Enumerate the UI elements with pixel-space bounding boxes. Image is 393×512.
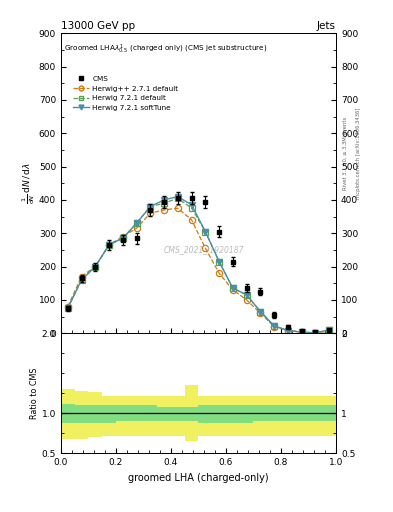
- Y-axis label: $\frac{1}{\mathrm{d}N}\,\mathrm{d}N\,/\,\mathrm{d}\lambda$: $\frac{1}{\mathrm{d}N}\,\mathrm{d}N\,/\,…: [21, 162, 37, 204]
- Herwig 7.2.1 softTune: [189, 202, 194, 208]
- Herwig 7.2.1 default: [93, 264, 97, 270]
- Herwig 7.2.1 default: [120, 235, 125, 241]
- Herwig++ 2.7.1 default: [175, 205, 180, 211]
- Herwig++ 2.7.1 default: [189, 217, 194, 223]
- Herwig 7.2.1 softTune: [93, 264, 97, 270]
- Herwig 7.2.1 softTune: [175, 194, 180, 200]
- Herwig++ 2.7.1 default: [203, 245, 208, 251]
- Line: Herwig 7.2.1 default: Herwig 7.2.1 default: [65, 195, 332, 336]
- Herwig++ 2.7.1 default: [327, 330, 332, 336]
- Herwig++ 2.7.1 default: [258, 310, 263, 316]
- Herwig 7.2.1 softTune: [107, 242, 112, 248]
- Herwig 7.2.1 softTune: [79, 277, 84, 283]
- Herwig 7.2.1 default: [162, 200, 167, 206]
- Text: Jets: Jets: [317, 21, 336, 31]
- Herwig 7.2.1 default: [175, 195, 180, 201]
- Herwig 7.2.1 softTune: [120, 235, 125, 241]
- Herwig 7.2.1 default: [189, 205, 194, 211]
- Herwig++ 2.7.1 default: [93, 264, 97, 270]
- Herwig 7.2.1 softTune: [244, 292, 249, 298]
- Line: Herwig++ 2.7.1 default: Herwig++ 2.7.1 default: [65, 205, 332, 336]
- Herwig 7.2.1 default: [217, 259, 222, 265]
- Herwig 7.2.1 softTune: [285, 328, 290, 334]
- Y-axis label: Ratio to CMS: Ratio to CMS: [30, 368, 39, 419]
- Herwig 7.2.1 default: [148, 203, 152, 209]
- Line: Herwig 7.2.1 softTune: Herwig 7.2.1 softTune: [65, 194, 332, 336]
- Herwig 7.2.1 softTune: [299, 329, 304, 335]
- Herwig++ 2.7.1 default: [134, 225, 139, 231]
- Herwig++ 2.7.1 default: [79, 273, 84, 280]
- Herwig++ 2.7.1 default: [285, 328, 290, 334]
- Herwig 7.2.1 softTune: [134, 220, 139, 226]
- Herwig 7.2.1 default: [327, 327, 332, 333]
- Herwig++ 2.7.1 default: [148, 210, 152, 216]
- Herwig++ 2.7.1 default: [313, 330, 318, 336]
- Herwig 7.2.1 default: [107, 242, 112, 248]
- Herwig++ 2.7.1 default: [230, 287, 235, 293]
- Herwig 7.2.1 default: [313, 330, 318, 336]
- Text: mcplots.cern.ch [arXiv:1306.3436]: mcplots.cern.ch [arXiv:1306.3436]: [356, 108, 361, 199]
- Herwig 7.2.1 default: [65, 305, 70, 311]
- Herwig 7.2.1 default: [203, 228, 208, 234]
- Herwig 7.2.1 default: [79, 277, 84, 283]
- Herwig 7.2.1 default: [258, 308, 263, 314]
- Herwig 7.2.1 default: [244, 292, 249, 298]
- Herwig 7.2.1 default: [230, 285, 235, 291]
- Herwig++ 2.7.1 default: [272, 324, 277, 330]
- Herwig 7.2.1 softTune: [230, 285, 235, 291]
- Herwig++ 2.7.1 default: [120, 233, 125, 240]
- Text: CMS_2021_I1920187: CMS_2021_I1920187: [164, 245, 244, 254]
- Herwig++ 2.7.1 default: [162, 207, 167, 213]
- Herwig++ 2.7.1 default: [107, 242, 112, 248]
- Herwig 7.2.1 softTune: [217, 259, 222, 265]
- Herwig 7.2.1 softTune: [272, 323, 277, 329]
- Herwig 7.2.1 softTune: [313, 330, 318, 336]
- Herwig++ 2.7.1 default: [65, 304, 70, 310]
- Text: Rivet 3.1.10, ≥ 3.3M events: Rivet 3.1.10, ≥ 3.3M events: [343, 117, 348, 190]
- Herwig 7.2.1 default: [299, 329, 304, 335]
- X-axis label: groomed LHA (charged-only): groomed LHA (charged-only): [128, 473, 269, 482]
- Herwig++ 2.7.1 default: [217, 270, 222, 276]
- Herwig 7.2.1 default: [272, 323, 277, 329]
- Text: 13000 GeV pp: 13000 GeV pp: [61, 21, 135, 31]
- Herwig 7.2.1 default: [285, 328, 290, 334]
- Herwig 7.2.1 softTune: [203, 228, 208, 234]
- Legend: CMS, Herwig++ 2.7.1 default, Herwig 7.2.1 default, Herwig 7.2.1 softTune: CMS, Herwig++ 2.7.1 default, Herwig 7.2.…: [73, 76, 178, 111]
- Herwig++ 2.7.1 default: [299, 329, 304, 335]
- Herwig 7.2.1 softTune: [162, 197, 167, 203]
- Herwig 7.2.1 softTune: [65, 305, 70, 311]
- Herwig 7.2.1 softTune: [148, 203, 152, 209]
- Herwig 7.2.1 default: [134, 220, 139, 226]
- Herwig 7.2.1 softTune: [327, 327, 332, 333]
- Herwig 7.2.1 softTune: [258, 308, 263, 314]
- Herwig++ 2.7.1 default: [244, 297, 249, 303]
- Text: Groomed LHA$\lambda^{1}_{0.5}$ (charged only) (CMS jet substructure): Groomed LHA$\lambda^{1}_{0.5}$ (charged …: [64, 42, 267, 56]
